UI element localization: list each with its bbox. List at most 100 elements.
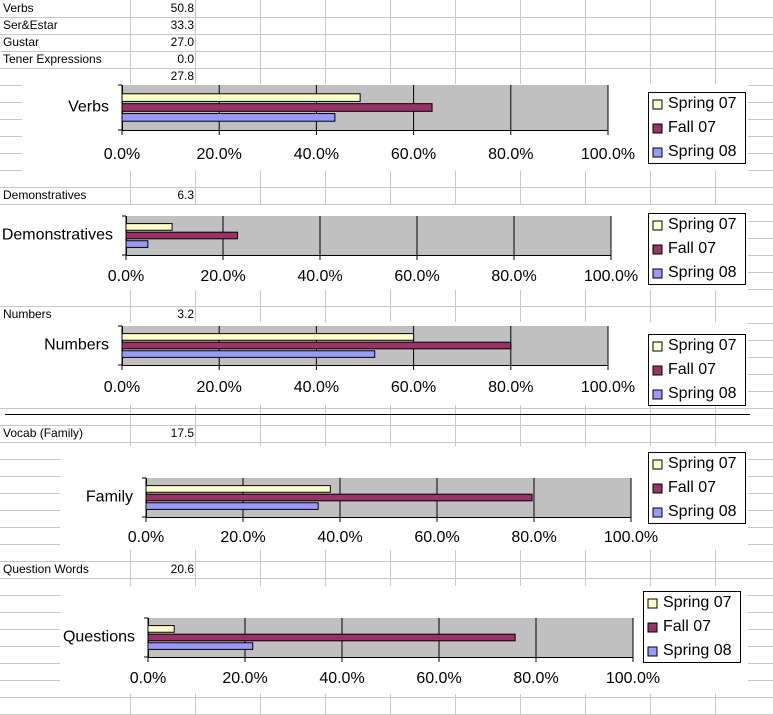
legend-swatch [652,341,663,352]
x-tick-label: 20.0% [220,529,265,546]
x-tick-label: 80.0% [513,670,558,687]
cell-value: 6.3 [177,188,194,202]
legend-swatch [647,622,658,633]
bar [145,485,331,493]
legend-label: Fall 07 [668,479,716,496]
legend-label: Spring 07 [668,337,737,354]
cell-label: Gustar [3,35,39,49]
legend-label: Spring 08 [668,143,737,160]
x-tick-label: 80.0% [488,379,533,396]
legend-label: Fall 07 [668,240,716,257]
x-tick-label: 20.0% [222,670,267,687]
x-tick-label: 0.0% [104,146,140,163]
x-tick-label: 100.0% [584,268,638,285]
cell-label: Question Words [3,562,89,576]
legend-swatch [652,459,663,470]
bar [121,113,336,122]
cell-value: 17.5 [171,426,195,440]
legend-swatch [652,365,663,376]
x-tick-label: 20.0% [197,146,242,163]
bar [145,493,533,502]
cell-label: Verbs [3,1,34,15]
cell-label: Vocab (Family) [3,426,83,440]
legend-label: Fall 07 [668,361,716,378]
x-tick-label: 100.0% [581,146,635,163]
x-tick-label: 100.0% [604,529,658,546]
legend-label: Fall 07 [663,618,711,635]
legend [648,213,746,285]
legend [648,452,746,524]
legend [648,334,746,406]
bar [121,341,512,350]
chart: 0.0% 20.0% 40.0% 60.0% 80.0% 100.0% Verbs Sprin… [22,84,748,171]
legend [648,92,746,164]
x-tick-label: 40.0% [317,529,362,546]
bar [121,333,415,341]
x-tick-label: 0.0% [128,529,164,546]
bar [125,223,173,231]
x-tick-label: 80.0% [488,146,533,163]
x-tick-label: 60.0% [414,529,459,546]
x-tick-label: 40.0% [294,146,339,163]
legend-swatch [647,646,658,657]
legend-label: Spring 08 [668,264,737,281]
legend-label: Spring 07 [663,594,732,611]
category-label: Verbs [68,99,109,116]
legend-swatch [652,123,663,134]
cell-label: Tener Expressions [3,52,102,66]
legend-swatch [652,244,663,255]
category-label: Family [86,489,133,506]
cell-value: 33.3 [171,18,195,32]
legend-label: Spring 08 [668,503,737,520]
legend-label: Spring 08 [663,642,732,659]
legend-swatch [652,507,663,518]
legend-label: Spring 08 [668,385,737,402]
category-label: Numbers [44,337,109,354]
x-tick-label: 40.0% [319,670,364,687]
cell-value: 27.8 [171,69,195,83]
x-tick-label: 60.0% [391,146,436,163]
chart: 0.0% 20.0% 40.0% 60.0% 80.0% 100.0% Demonstrat… [0,205,748,290]
legend-swatch [647,598,658,609]
bar [125,240,149,248]
legend-swatch [652,147,663,158]
cell-value: 20.6 [171,562,195,576]
cell-value: 0.0 [177,52,194,66]
cell-label: Ser&Estar [3,18,58,32]
cell-label: Demonstratives [3,188,86,202]
chart: 0.0% 20.0% 40.0% 60.0% 80.0% 100.0% Numbers Spr… [0,322,748,406]
legend-swatch [652,268,663,279]
chart: 0.0% 20.0% 40.0% 60.0% 80.0% 100.0% Family Spri… [60,446,748,550]
bar [121,103,433,112]
legend-label: Fall 07 [668,119,716,136]
legend-swatch [652,389,663,400]
cell-value: 3.2 [177,307,194,321]
bar [147,625,175,633]
x-tick-label: 40.0% [297,268,342,285]
x-tick-label: 60.0% [394,268,439,285]
legend [643,591,741,663]
bar [147,642,254,650]
bar [147,633,516,642]
x-tick-label: 80.0% [491,268,536,285]
x-tick-label: 60.0% [416,670,461,687]
x-tick-label: 100.0% [581,379,635,396]
x-tick-label: 40.0% [294,379,339,396]
legend-swatch [652,99,663,110]
category-label: Questions [63,629,135,646]
x-tick-label: 0.0% [104,379,140,396]
legend-label: Spring 07 [668,216,737,233]
x-tick-label: 100.0% [606,670,660,687]
x-tick-label: 20.0% [197,379,242,396]
bar [125,231,239,240]
cell-value: 50.8 [171,1,195,15]
x-tick-label: 60.0% [391,379,436,396]
x-tick-label: 0.0% [130,670,166,687]
bar [145,502,319,510]
bar [121,350,376,358]
cell-value: 27.0 [171,35,195,49]
chart: 0.0% 20.0% 40.0% 60.0% 80.0% 100.0% Questions S… [60,586,748,694]
legend-swatch [652,483,663,494]
